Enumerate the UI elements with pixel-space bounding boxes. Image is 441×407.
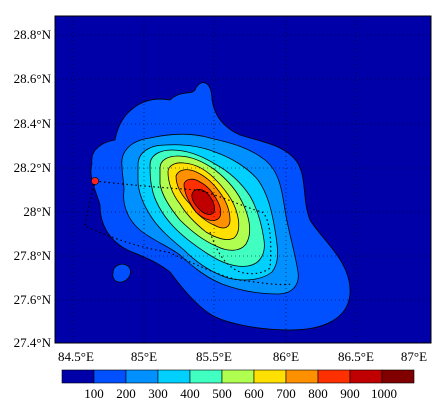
map-plot-area (54, 15, 432, 344)
lat-label: 28°N (23, 204, 51, 219)
colorbar-label: 100 (84, 386, 104, 401)
trajectory-lower (84, 179, 293, 286)
lat-label: 28.8°N (14, 27, 52, 42)
lon-label: 87°E (401, 349, 427, 364)
colorbar-label: 500 (212, 386, 232, 401)
colorbar-label: 700 (276, 386, 296, 401)
colorbar-swatch (93, 369, 127, 384)
colorbar-swatch (61, 369, 95, 384)
colorbar-swatch (189, 369, 223, 384)
colorbar-label: 800 (308, 386, 328, 401)
colorbar-swatch (253, 369, 287, 384)
colorbar-swatches (61, 369, 415, 384)
colorbar-swatch (285, 369, 319, 384)
colorbar-label: 400 (180, 386, 200, 401)
colorbar-label: 1000 (371, 386, 397, 401)
trajectory-lines (84, 179, 293, 286)
colorbar: 100 200 300 400 500 600 700 800 900 1000 (61, 369, 415, 401)
colorbar-swatch (157, 369, 191, 384)
colorbar-swatch (317, 369, 351, 384)
longitude-labels: 84.5°E 85°E 85.5°E 86°E 86.5°E 87°E (58, 349, 427, 364)
lon-label: 86.5°E (338, 349, 374, 364)
colorbar-swatch (349, 369, 383, 384)
lat-label: 27.8°N (14, 248, 52, 263)
lat-label: 28.6°N (14, 71, 52, 86)
colorbar-label: 300 (148, 386, 168, 401)
colorbar-labels: 100 200 300 400 500 600 700 800 900 1000 (84, 386, 397, 401)
map-frame (54, 15, 432, 344)
lon-label: 85.5°E (196, 349, 232, 364)
colorbar-swatch (381, 369, 415, 384)
star-icon-marker (91, 177, 99, 185)
colorbar-swatch (125, 369, 159, 384)
lat-label: 28.4°N (14, 116, 52, 131)
colorbar-label: 200 (116, 386, 136, 401)
trajectory-upper (94, 180, 272, 275)
lon-label: 84.5°E (58, 349, 94, 364)
colorbar-swatch (221, 369, 255, 384)
lat-label: 27.4°N (14, 335, 52, 350)
colorbar-label: 900 (340, 386, 360, 401)
lat-label: 27.6°N (14, 292, 52, 307)
star-icon (91, 177, 99, 185)
contour-level-100-islet (112, 263, 131, 283)
lon-label: 86°E (273, 349, 299, 364)
lat-label: 28.2°N (14, 160, 52, 175)
map-gridlines (55, 16, 431, 343)
latitude-labels: 28.8°N 28.6°N 28.4°N 28.2°N 28°N 27.8°N … (14, 27, 52, 350)
contour-fills (90, 82, 351, 331)
colorbar-label: 600 (244, 386, 264, 401)
lon-label: 85°E (131, 349, 157, 364)
